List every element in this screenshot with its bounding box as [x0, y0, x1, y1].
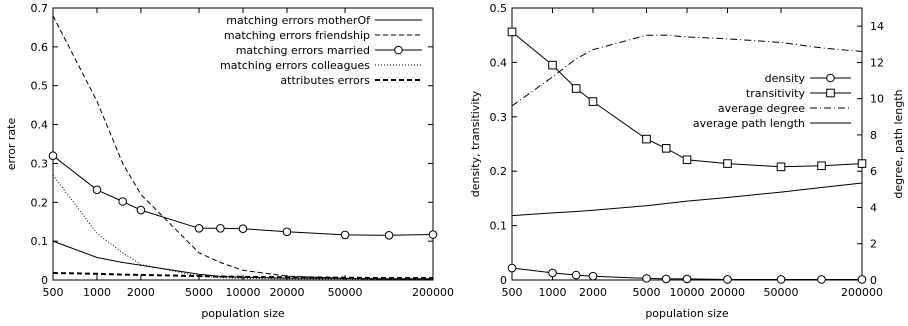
y-tick-label: 0.7 — [31, 2, 49, 15]
y2-tick-label: 14 — [870, 20, 884, 33]
y-tick-label: 0 — [41, 274, 48, 287]
y2-tick-label: 12 — [870, 56, 884, 69]
series-line-2 — [511, 34, 863, 107]
x-tick-label: 20000 — [269, 286, 304, 299]
data-point — [507, 263, 517, 273]
data-point — [661, 144, 671, 153]
data-point — [384, 231, 394, 240]
y2-tick-label: 0 — [870, 274, 877, 287]
x-tick-label: 200000 — [412, 286, 454, 299]
plot-frame — [511, 7, 863, 281]
legend-label: density — [765, 72, 806, 85]
data-point — [642, 274, 651, 283]
data-point — [136, 205, 146, 215]
y-tick-label: 0.3 — [490, 111, 508, 124]
x-tick-label: 5000 — [185, 286, 213, 299]
legend-label: matching errors married — [236, 44, 370, 57]
data-point — [661, 274, 671, 284]
data-point — [216, 224, 225, 233]
y-axis-label: error rate — [5, 118, 18, 171]
legend-label: transitivity — [746, 87, 806, 100]
y2-axis-label: degree, path length — [892, 89, 905, 198]
x-tick-label: 2000 — [127, 286, 155, 299]
legend-label: average path length — [693, 117, 805, 130]
y2-tick-label: 10 — [870, 93, 884, 106]
data-point — [118, 197, 127, 206]
data-point — [571, 84, 581, 93]
data-point — [682, 274, 692, 284]
data-point — [194, 224, 204, 233]
y-tick-label: 0.5 — [490, 2, 508, 15]
y2-tick-label: 4 — [870, 201, 877, 214]
y-tick-label: 0.4 — [31, 119, 49, 132]
legend-marker — [394, 45, 403, 55]
y2-tick-label: 2 — [870, 238, 877, 251]
y2-tick-label: 6 — [870, 165, 877, 178]
y-tick-label: 0 — [500, 274, 507, 287]
data-point — [548, 60, 557, 70]
data-point — [48, 151, 58, 160]
series-line-1 — [511, 31, 863, 168]
data-point — [817, 275, 826, 284]
data-point — [817, 161, 826, 171]
x-tick-label: 500 — [502, 286, 523, 299]
x-tick-label: 10000 — [670, 286, 705, 299]
legend-label: average degree — [718, 102, 805, 115]
y-tick-label: 0.3 — [31, 157, 49, 170]
legend-label: matching errors motherOf — [226, 14, 371, 27]
data-point — [857, 275, 867, 284]
y-axis-label: density, transitivity — [469, 90, 482, 197]
y-tick-label: 0.6 — [31, 41, 49, 54]
x-tick-label: 500 — [43, 286, 64, 299]
legend-label: matching errors friendship — [224, 29, 370, 42]
series-line-3 — [52, 174, 433, 280]
data-point — [571, 270, 581, 280]
x-tick-label: 5000 — [633, 286, 661, 299]
data-point — [857, 159, 867, 168]
x-tick-label: 50000 — [328, 286, 363, 299]
y-tick-label: 0.5 — [31, 80, 49, 93]
x-tick-label: 2000 — [579, 286, 607, 299]
data-point — [92, 185, 102, 195]
legend-marker — [826, 88, 835, 98]
data-point — [282, 227, 292, 237]
x-tick-label: 1000 — [83, 286, 111, 299]
y-tick-label: 0.1 — [31, 235, 49, 248]
series-line-1 — [52, 15, 433, 280]
x-tick-label: 10000 — [226, 286, 261, 299]
y-tick-label: 0.4 — [490, 56, 508, 69]
x-tick-label: 50000 — [764, 286, 799, 299]
series-line-3 — [511, 182, 863, 217]
series-line-4 — [52, 272, 433, 280]
data-point — [428, 230, 438, 239]
x-tick-label: 20000 — [710, 286, 745, 299]
x-tick-label: 1000 — [538, 286, 566, 299]
data-point — [776, 275, 786, 284]
y2-tick-label: 8 — [870, 129, 877, 142]
y-tick-label: 0.1 — [490, 220, 508, 233]
data-point — [682, 155, 692, 165]
data-point — [642, 134, 651, 144]
data-point — [588, 271, 598, 281]
x-axis-label: population size — [645, 307, 729, 320]
data-point — [548, 268, 557, 278]
y-tick-label: 0.2 — [31, 196, 49, 209]
legend-label: attributes errors — [280, 74, 370, 87]
legend-marker — [826, 73, 835, 83]
legend-label: matching errors colleagues — [220, 59, 370, 72]
data-point — [776, 162, 786, 172]
x-axis-label: population size — [201, 307, 285, 320]
data-point — [588, 97, 598, 106]
x-tick-label: 200000 — [841, 286, 883, 299]
data-point — [507, 27, 517, 37]
data-point — [340, 230, 350, 240]
y-tick-label: 0.2 — [490, 165, 508, 178]
data-point — [723, 159, 732, 168]
data-point — [238, 224, 248, 234]
data-point — [723, 275, 732, 284]
